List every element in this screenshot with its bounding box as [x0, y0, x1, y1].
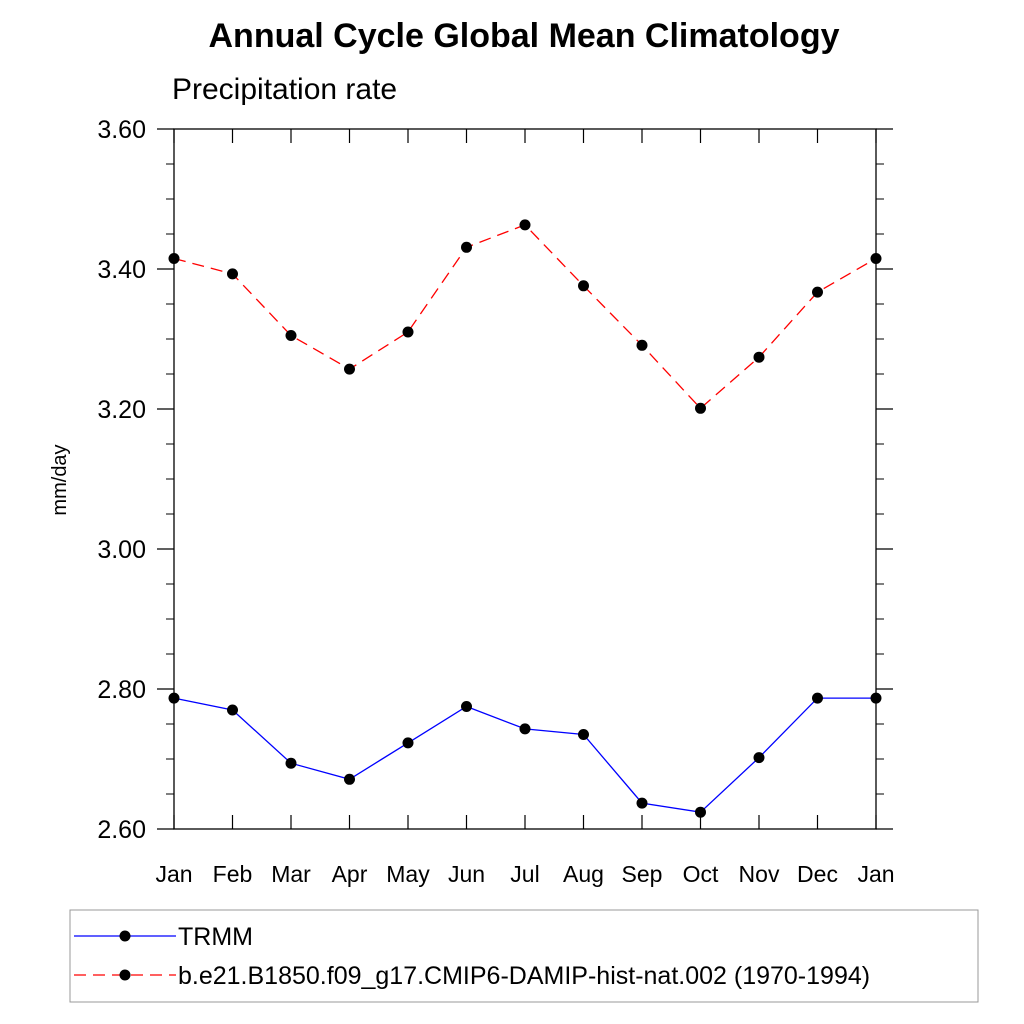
series-1-point: [695, 806, 706, 818]
series-1-point: [227, 704, 238, 716]
y-tick-label: 2.60: [97, 816, 146, 844]
series-1-point: [461, 701, 472, 712]
x-tick-label: Aug: [563, 861, 604, 887]
chart-subtitle: Precipitation rate: [172, 73, 397, 106]
series-1-point: [285, 757, 297, 769]
y-tick-label: 3.00: [97, 536, 146, 564]
series-2-point: [636, 339, 648, 351]
series-2-point: [168, 253, 180, 264]
legend-label-1: TRMM: [178, 923, 253, 951]
legend-marker-2: [119, 969, 131, 981]
series-2-point: [578, 280, 589, 292]
series-line-1: [173, 697, 876, 813]
series-2-point: [753, 351, 765, 363]
x-tick-label: Dec: [797, 861, 838, 887]
series-2-point: [402, 326, 414, 338]
x-tick-label: Oct: [683, 861, 719, 887]
legend-box: [69, 909, 979, 1003]
legend-marker-1: [119, 930, 131, 942]
series-1-point: [344, 773, 355, 785]
series-2-point: [285, 330, 297, 341]
y-tick-label: 2.80: [97, 676, 146, 704]
legend: TRMM b.e21.B1850.f09_g17.CMIP6-DAMIP-hist…: [74, 923, 870, 990]
x-tick-label: Mar: [271, 861, 311, 887]
x-tick-label: Feb: [213, 861, 253, 887]
x-tick-label: Jan: [857, 861, 894, 887]
y-axis-label: mm/day: [49, 444, 71, 515]
series-1-point: [402, 737, 414, 749]
series-2-point: [519, 219, 531, 231]
x-tick-label: May: [386, 861, 430, 887]
series-1-point: [870, 692, 882, 704]
series-layer: [168, 219, 882, 818]
series-1-point: [578, 729, 589, 740]
x-tick-label: Sep: [622, 861, 663, 887]
chart-title: Annual Cycle Global Mean Climatology: [209, 17, 840, 55]
series-line-2: [173, 224, 877, 410]
x-tick-label: Jan: [155, 861, 192, 887]
series-2-point: [227, 268, 238, 280]
series-2-point: [695, 402, 706, 414]
series-2-point: [461, 241, 472, 253]
series-1-point: [168, 692, 180, 704]
y-tick-label: 3.20: [97, 396, 146, 424]
x-tick-label: Jun: [448, 861, 485, 887]
y-tick-label: 3.60: [97, 116, 146, 144]
series-1-point: [519, 723, 531, 735]
y-tick-label: 3.40: [97, 256, 146, 284]
series-1-point: [636, 797, 648, 809]
legend-label-2: b.e21.B1850.f09_g17.CMIP6-DAMIP-hist-nat…: [178, 962, 870, 990]
series-1-point: [812, 692, 823, 704]
series-2-point: [344, 363, 355, 375]
x-tick-label: Apr: [332, 861, 368, 887]
series-2-point: [870, 253, 882, 264]
x-tick-label: Nov: [739, 861, 780, 887]
axis-ticks: Jan Feb Mar Apr May Jun Jul Aug Sep Oct Nov Dec Jan 2…: [97, 116, 894, 887]
series-1-point: [753, 752, 765, 764]
x-tick-label: Jul: [510, 861, 539, 887]
series-2-point: [812, 286, 823, 298]
